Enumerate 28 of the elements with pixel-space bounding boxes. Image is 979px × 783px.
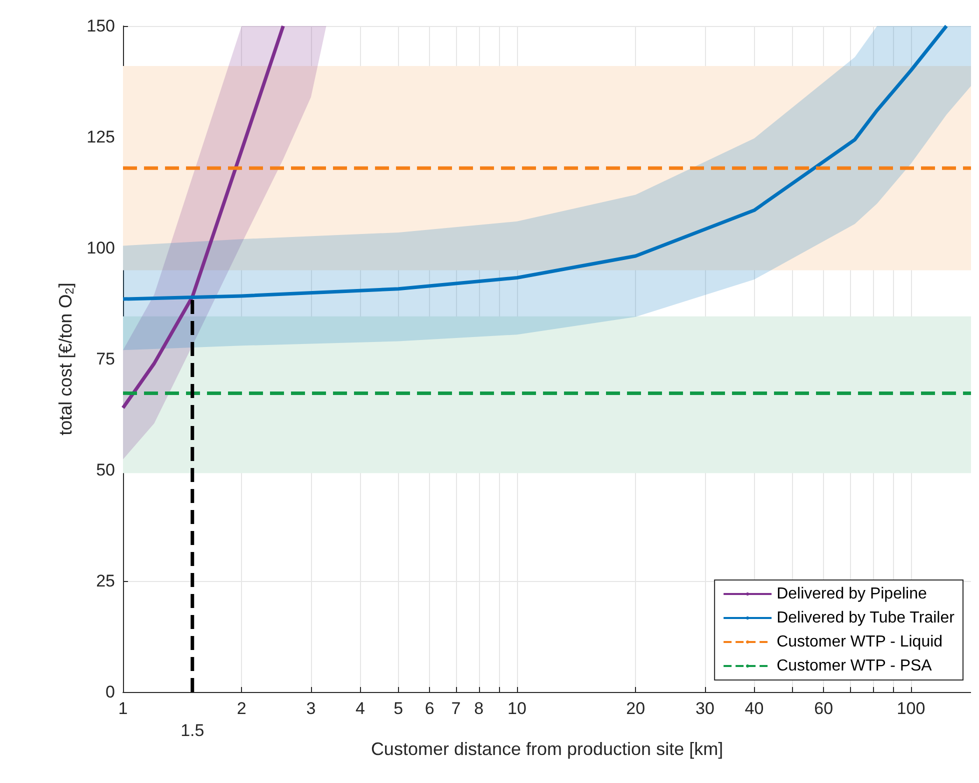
legend-label: Delivered by Tube Trailer xyxy=(776,610,956,626)
x-tick-label: 6 xyxy=(424,699,434,718)
x-axis-title: Customer distance from production site [km] xyxy=(370,739,724,759)
legend-label: Customer WTP - PSA xyxy=(776,658,932,674)
annotation: 1.5 xyxy=(180,721,204,740)
y-tick-label: 75 xyxy=(96,350,115,368)
x-tick-label: 3 xyxy=(306,699,316,718)
y-tick-label: 150 xyxy=(86,16,115,36)
y-tick-label: 100 xyxy=(86,238,115,258)
y-axis-title: total cost [€/ton O2] xyxy=(56,282,77,436)
x-tick-label: 20 xyxy=(626,699,646,718)
x-tick-label: 60 xyxy=(814,699,834,718)
x-tick-label: 30 xyxy=(696,699,714,718)
y-tick-label: 125 xyxy=(86,128,115,146)
x-tick-label: 5 xyxy=(394,699,404,718)
x-tick-label: 2 xyxy=(236,699,246,718)
y-tick-label: 50 xyxy=(96,460,115,480)
y-tick-label: 0 xyxy=(106,682,115,702)
x-tick-label: 10 xyxy=(508,699,526,718)
legend-label: Customer WTP - Liquid xyxy=(776,634,943,650)
legend-label: Delivered by Pipeline xyxy=(776,586,927,602)
x-tick-label: 7 xyxy=(451,699,461,718)
y-tick-label: 25 xyxy=(96,572,115,590)
x-tick-label: 1 xyxy=(118,699,128,718)
x-tick-label: 40 xyxy=(744,699,764,718)
x-tick-label: 100 xyxy=(896,699,926,718)
x-tick-label: 8 xyxy=(474,699,484,718)
x-tick-label: 4 xyxy=(355,699,365,718)
